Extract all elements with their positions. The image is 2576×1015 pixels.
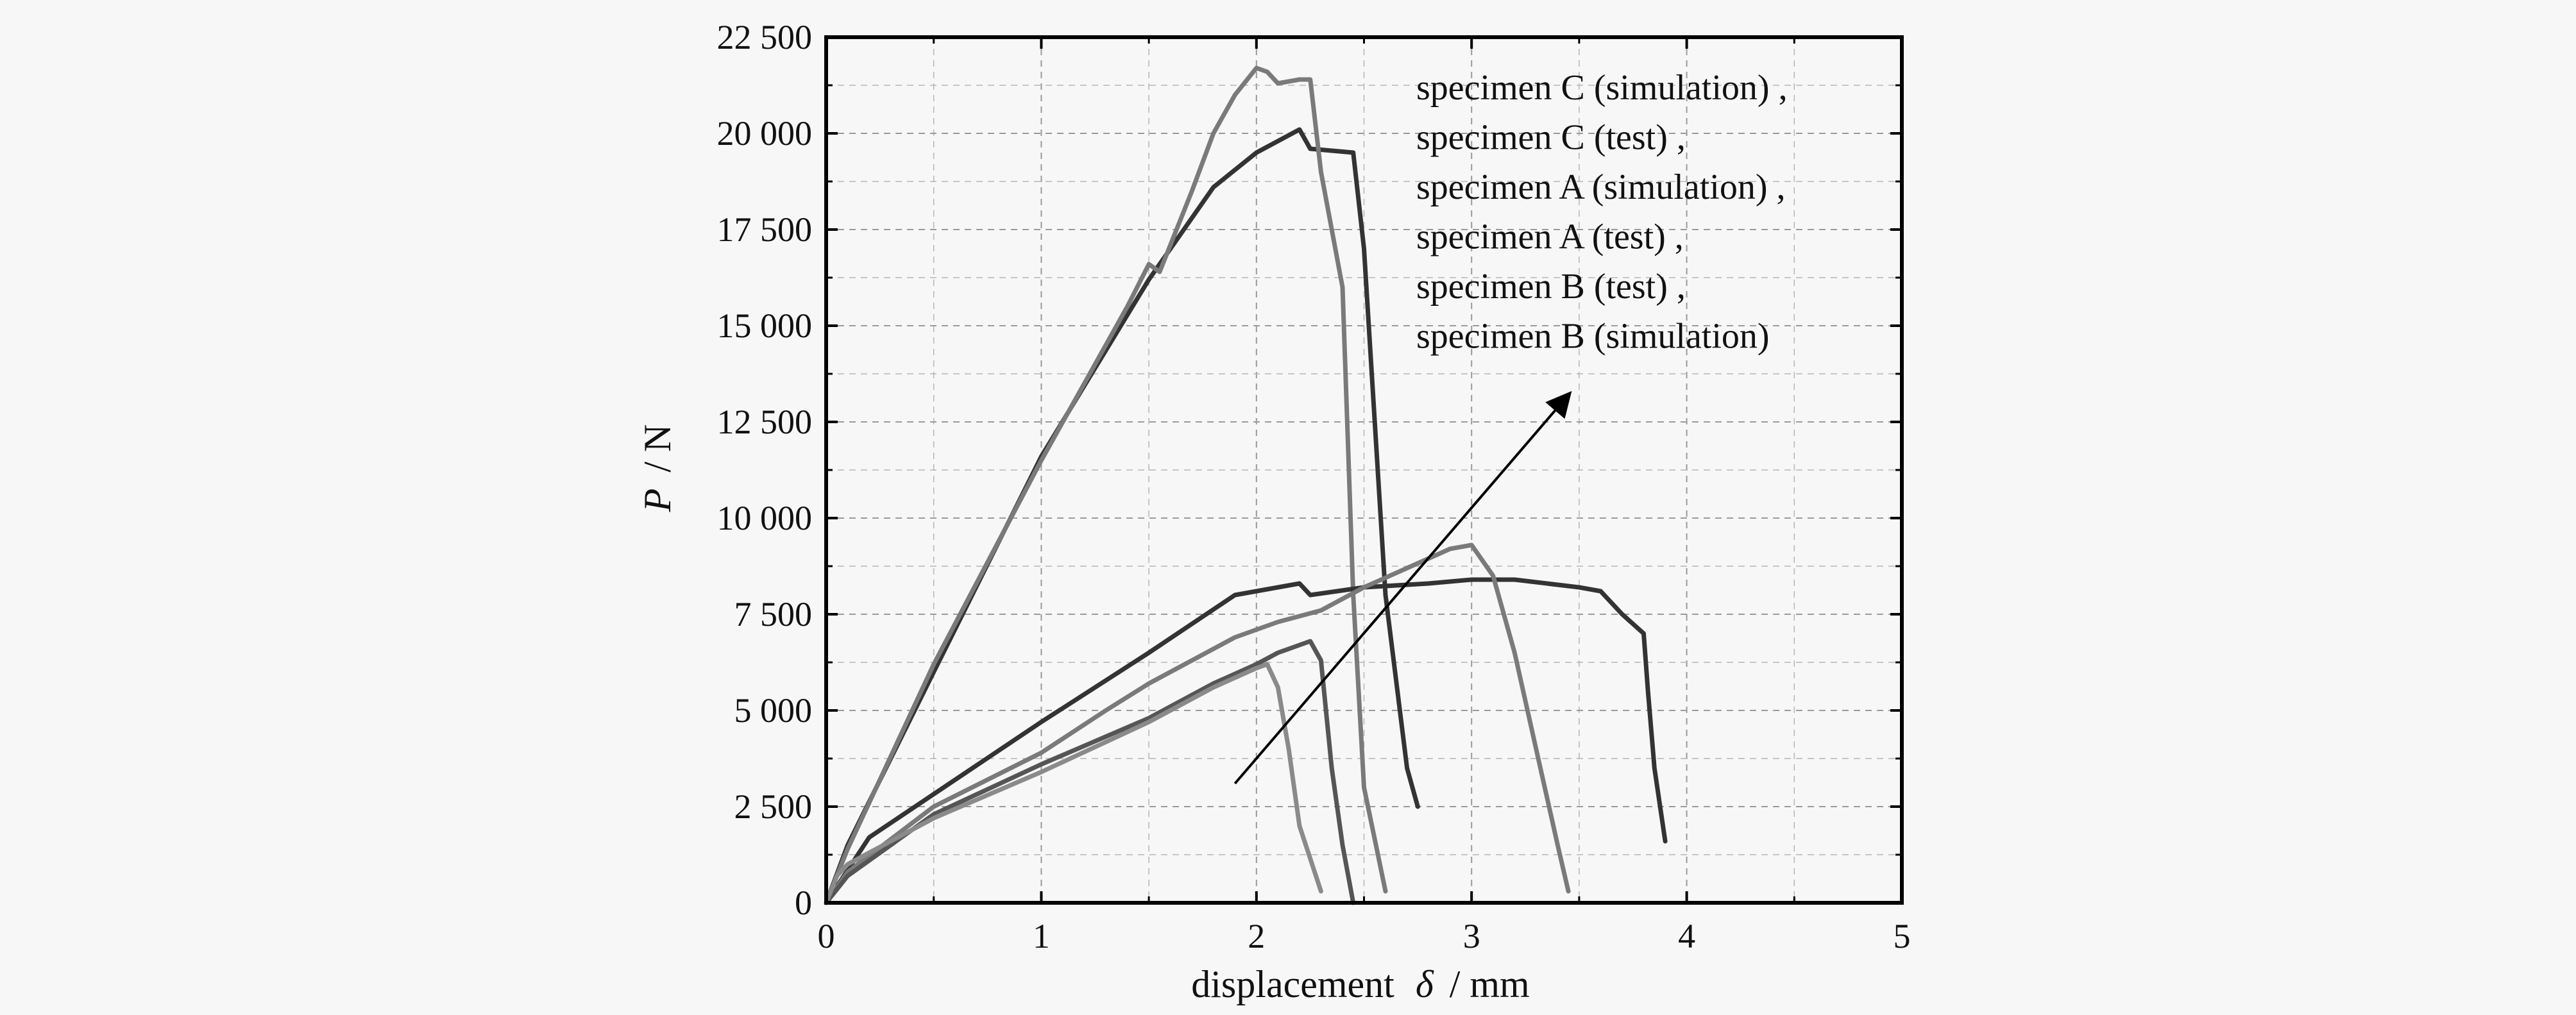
y-axis-title: P / N	[636, 424, 679, 513]
y-tick-label-5: 12 500	[717, 403, 813, 441]
x-axis-title-unit: / mm	[1450, 963, 1530, 1005]
series-group	[824, 65, 1668, 905]
y-axis-title-unit: / N	[636, 424, 679, 473]
series-line-1	[824, 127, 1420, 905]
y-axis-title-symbol: P	[636, 489, 679, 513]
tick-labels: 0 1 2 3 4 5 0 2 500 5 000 7 500 10 000 12 500 15 000…	[717, 18, 1911, 955]
arrow-line	[1233, 390, 1572, 785]
y-tick-label-1: 2 500	[734, 787, 813, 826]
y-tick-label-6: 15 000	[717, 306, 813, 345]
x-axis-title-main: displacement	[1191, 963, 1394, 1005]
arrow-annotation	[1233, 390, 1572, 785]
x-tick-label-2: 2	[1248, 917, 1265, 955]
legend-entry-2: specimen C (test) ,	[1416, 118, 1686, 158]
x-axis-title-symbol: δ	[1416, 963, 1434, 1005]
y-tick-label-2: 5 000	[734, 691, 813, 730]
x-axis-title: displacement δ / mm	[1191, 963, 1529, 1005]
legend-entry-6: specimen B (simulation)	[1416, 317, 1770, 357]
series-line-6	[824, 662, 1323, 905]
y-tick-label-7: 17 500	[717, 210, 813, 249]
series-line-3	[824, 577, 1668, 905]
y-tick-label-4: 10 000	[717, 499, 813, 537]
series-line-5	[824, 639, 1356, 905]
series-line-2	[824, 65, 1388, 905]
x-tick-label-5: 5	[1894, 917, 1911, 955]
legend-entry-4: specimen A (test) ,	[1416, 217, 1684, 257]
y-tick-label-3: 7 500	[734, 595, 813, 633]
legend-entry-1: specimen C (simulation) ,	[1416, 68, 1788, 108]
x-tick-label-1: 1	[1033, 917, 1050, 955]
legend-entry-3: specimen A (simulation) ,	[1416, 167, 1785, 207]
x-tick-label-3: 3	[1463, 917, 1480, 955]
ticks	[825, 36, 1903, 904]
x-tick-label-4: 4	[1678, 917, 1695, 955]
grid	[826, 37, 1902, 903]
x-tick-label-0: 0	[818, 917, 835, 955]
series-line-4	[824, 542, 1571, 905]
y-tick-label-8: 20 000	[717, 114, 813, 153]
y-tick-label-0: 0	[795, 884, 812, 922]
y-tick-label-9: 22 500	[717, 18, 813, 56]
legend-entry-5: specimen B (test) ,	[1416, 267, 1686, 306]
legend: specimen C (simulation) , specimen C (tes…	[1416, 68, 1788, 357]
